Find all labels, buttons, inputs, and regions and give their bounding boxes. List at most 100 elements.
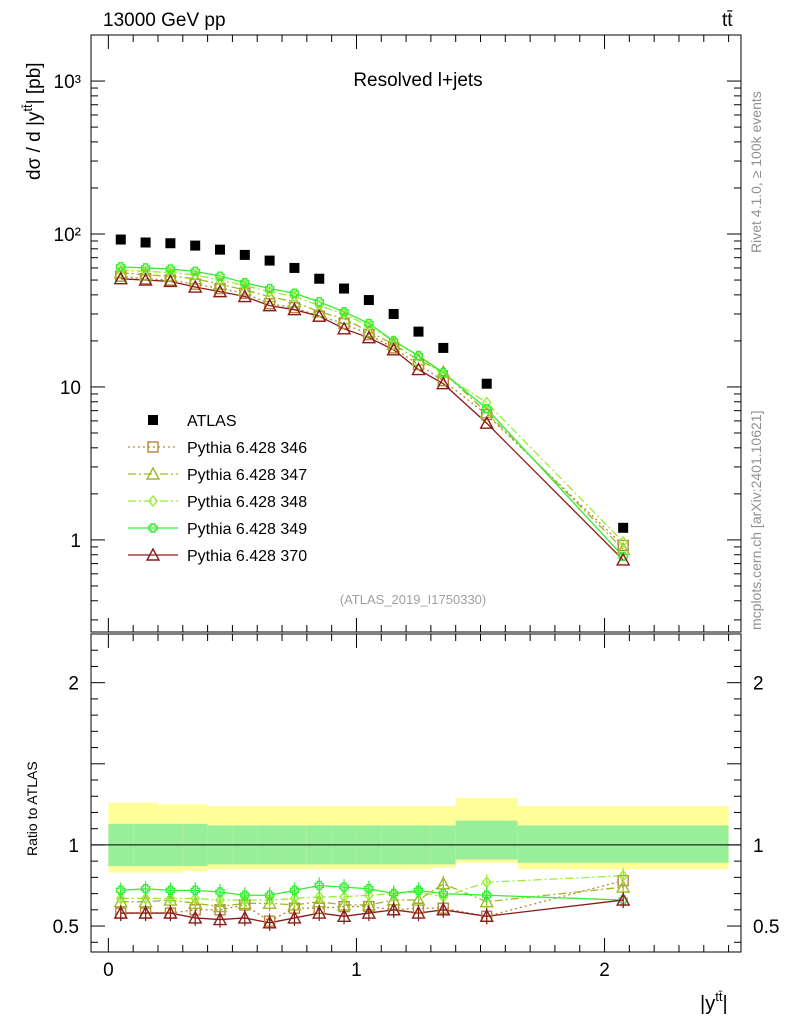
legend-label-pythia-6-428-346: Pythia 6.428 346 (187, 440, 307, 457)
legend: ATLAS Pythia 6.428 346 Pythia 6.428 347 Pyt… (128, 413, 307, 565)
data-point-pythia-6-428-370 (336, 321, 352, 335)
x-axis-label: |ytt̄| (700, 989, 728, 1015)
y-tick-label: 10² (54, 225, 81, 246)
x-tick-label: 1 (351, 960, 362, 981)
ratio-point-pythia-6-428-348 (165, 892, 176, 905)
data-point-pythia-6-428-349 (116, 262, 126, 272)
data-point-atlas (413, 326, 424, 337)
ratio-point-pythia-6-428-370 (138, 905, 153, 919)
data-point-pythia-6-428-347 (411, 352, 426, 366)
ratio-y-tick-label-right: 0.5 (753, 917, 779, 938)
data-point-pythia-6-428-349 (413, 351, 424, 361)
ratio-point-pythia-6-428-348 (339, 890, 349, 903)
ratio-point-pythia-6-428-349 (438, 888, 448, 899)
ratio-point-pythia-6-428-370 (336, 908, 352, 923)
series-lines (120, 266, 624, 924)
data-point-pythia-6-428-349 (314, 297, 324, 307)
y-axis-label: dσ / d |ytt̄| [pb] (20, 62, 45, 180)
mcplots-label: mcplots.cern.ch [arXiv:2401.10621] (748, 411, 764, 630)
ratio-point-pythia-6-428-349 (116, 885, 126, 896)
data-point-atlas (481, 378, 492, 389)
ratio-point-pythia-6-428-348 (363, 889, 374, 902)
ratio-point-pythia-6-428-348 (289, 892, 300, 905)
x-tick-label: 2 (599, 960, 610, 981)
data-point-pythia-6-428-349 (339, 307, 349, 317)
data-point-pythia-6-428-370 (212, 284, 228, 298)
legend-label-pythia-6-428-347: Pythia 6.428 347 (187, 467, 307, 484)
data-point-pythia-6-428-370 (361, 330, 377, 344)
data-point-pythia-6-428-347 (262, 289, 277, 303)
data-point-pythia-6-428-349 (140, 263, 151, 273)
process-label: tt̄ (722, 10, 733, 31)
data-point-pythia-6-428-347 (188, 271, 203, 285)
data-point-pythia-6-428-370 (262, 298, 277, 312)
ratio-point-pythia-6-428-349 (289, 885, 300, 896)
main-panel-frame (90, 34, 742, 633)
ratio-point-pythia-6-428-349 (215, 887, 225, 897)
ratio-point-pythia-6-428-370 (411, 905, 426, 919)
data-point-pythia-6-428-348 (618, 535, 629, 549)
ratio-point-pythia-6-428-370 (237, 910, 252, 924)
data-point-pythia-6-428-347 (312, 304, 327, 318)
data-point-atlas (289, 262, 300, 273)
ratio-point-pythia-6-428-349 (190, 885, 200, 896)
data-point-atlas (339, 283, 350, 294)
series-line-pythia-6-428-349 (120, 266, 624, 557)
inner-band-bin (517, 825, 729, 863)
ratio-y-tick-label-left: 1 (68, 836, 79, 857)
ratio-point-pythia-6-428-370 (615, 892, 631, 906)
legend-marker-pythia-6-428-346 (147, 441, 159, 453)
data-point-atlas (239, 249, 250, 260)
analysis-id: (ATLAS_2019_I1750330) (340, 592, 486, 607)
legend-marker-pythia-6-428-348 (148, 494, 158, 508)
chart-title: Resolved l+jets (353, 70, 482, 91)
inner-band-bin (455, 820, 518, 860)
ratio-point-pythia-6-428-370 (287, 910, 302, 924)
data-point-pythia-6-428-349 (364, 318, 374, 329)
ratio-point-pythia-6-428-349 (165, 885, 176, 896)
data-point-pythia-6-428-349 (482, 404, 492, 414)
energy-label: 13000 GeV pp (103, 10, 226, 31)
legend-marker-pythia-6-428-347 (145, 466, 161, 480)
data-point-pythia-6-428-370 (436, 376, 451, 390)
legend-label-pythia-6-428-349: Pythia 6.428 349 (187, 521, 307, 538)
data-point-pythia-6-428-370 (188, 279, 203, 293)
ratio-y-tick-label-right: 1 (753, 836, 764, 857)
ratio-point-pythia-6-428-349 (314, 880, 324, 891)
ratio-point-pythia-6-428-348 (190, 892, 201, 905)
ratio-uncertainty-bands (91, 797, 741, 873)
data-point-pythia-6-428-370 (312, 308, 327, 322)
data-point-atlas (165, 238, 176, 249)
series-line-pythia-6-428-346 (120, 275, 624, 546)
data-point-pythia-6-428-346 (617, 539, 629, 552)
data-point-pythia-6-428-349 (388, 336, 399, 346)
ratio-point-pythia-6-428-370 (212, 912, 228, 926)
ratio-y-axis-label: Ratio to ATLAS (24, 761, 40, 856)
data-point-pythia-6-428-348 (481, 396, 492, 409)
data-point-pythia-6-428-349 (264, 283, 275, 294)
data-point-pythia-6-428-348 (438, 368, 449, 381)
data-point-pythia-6-428-349 (438, 367, 448, 378)
data-point-atlas (438, 342, 449, 353)
legend-marker-pythia-6-428-370 (145, 547, 161, 561)
data-point-atlas (140, 237, 151, 248)
y-tick-label: 10 (60, 378, 81, 399)
ratio-line-pythia-6-428-370 (120, 899, 624, 924)
data-point-atlas (215, 244, 226, 255)
data-point-pythia-6-428-370 (615, 552, 631, 566)
ratio-point-pythia-6-428-348 (314, 890, 325, 903)
ratio-point-pythia-6-428-370 (262, 915, 277, 929)
ratio-point-pythia-6-428-347 (479, 894, 494, 908)
legend-label-atlas: ATLAS (187, 413, 237, 430)
data-point-pythia-6-428-349 (240, 278, 250, 288)
data-point-pythia-6-428-346 (437, 374, 449, 387)
data-point-pythia-6-428-347 (212, 276, 228, 290)
ratio-point-pythia-6-428-349 (240, 890, 250, 900)
data-point-pythia-6-428-370 (479, 415, 494, 429)
data-point-pythia-6-428-349 (190, 266, 200, 277)
ratio-point-pythia-6-428-370 (188, 910, 203, 924)
series-line-pythia-6-428-370 (120, 278, 624, 561)
ratio-panel-frame (90, 633, 742, 953)
data-point-pythia-6-428-347 (163, 268, 178, 282)
